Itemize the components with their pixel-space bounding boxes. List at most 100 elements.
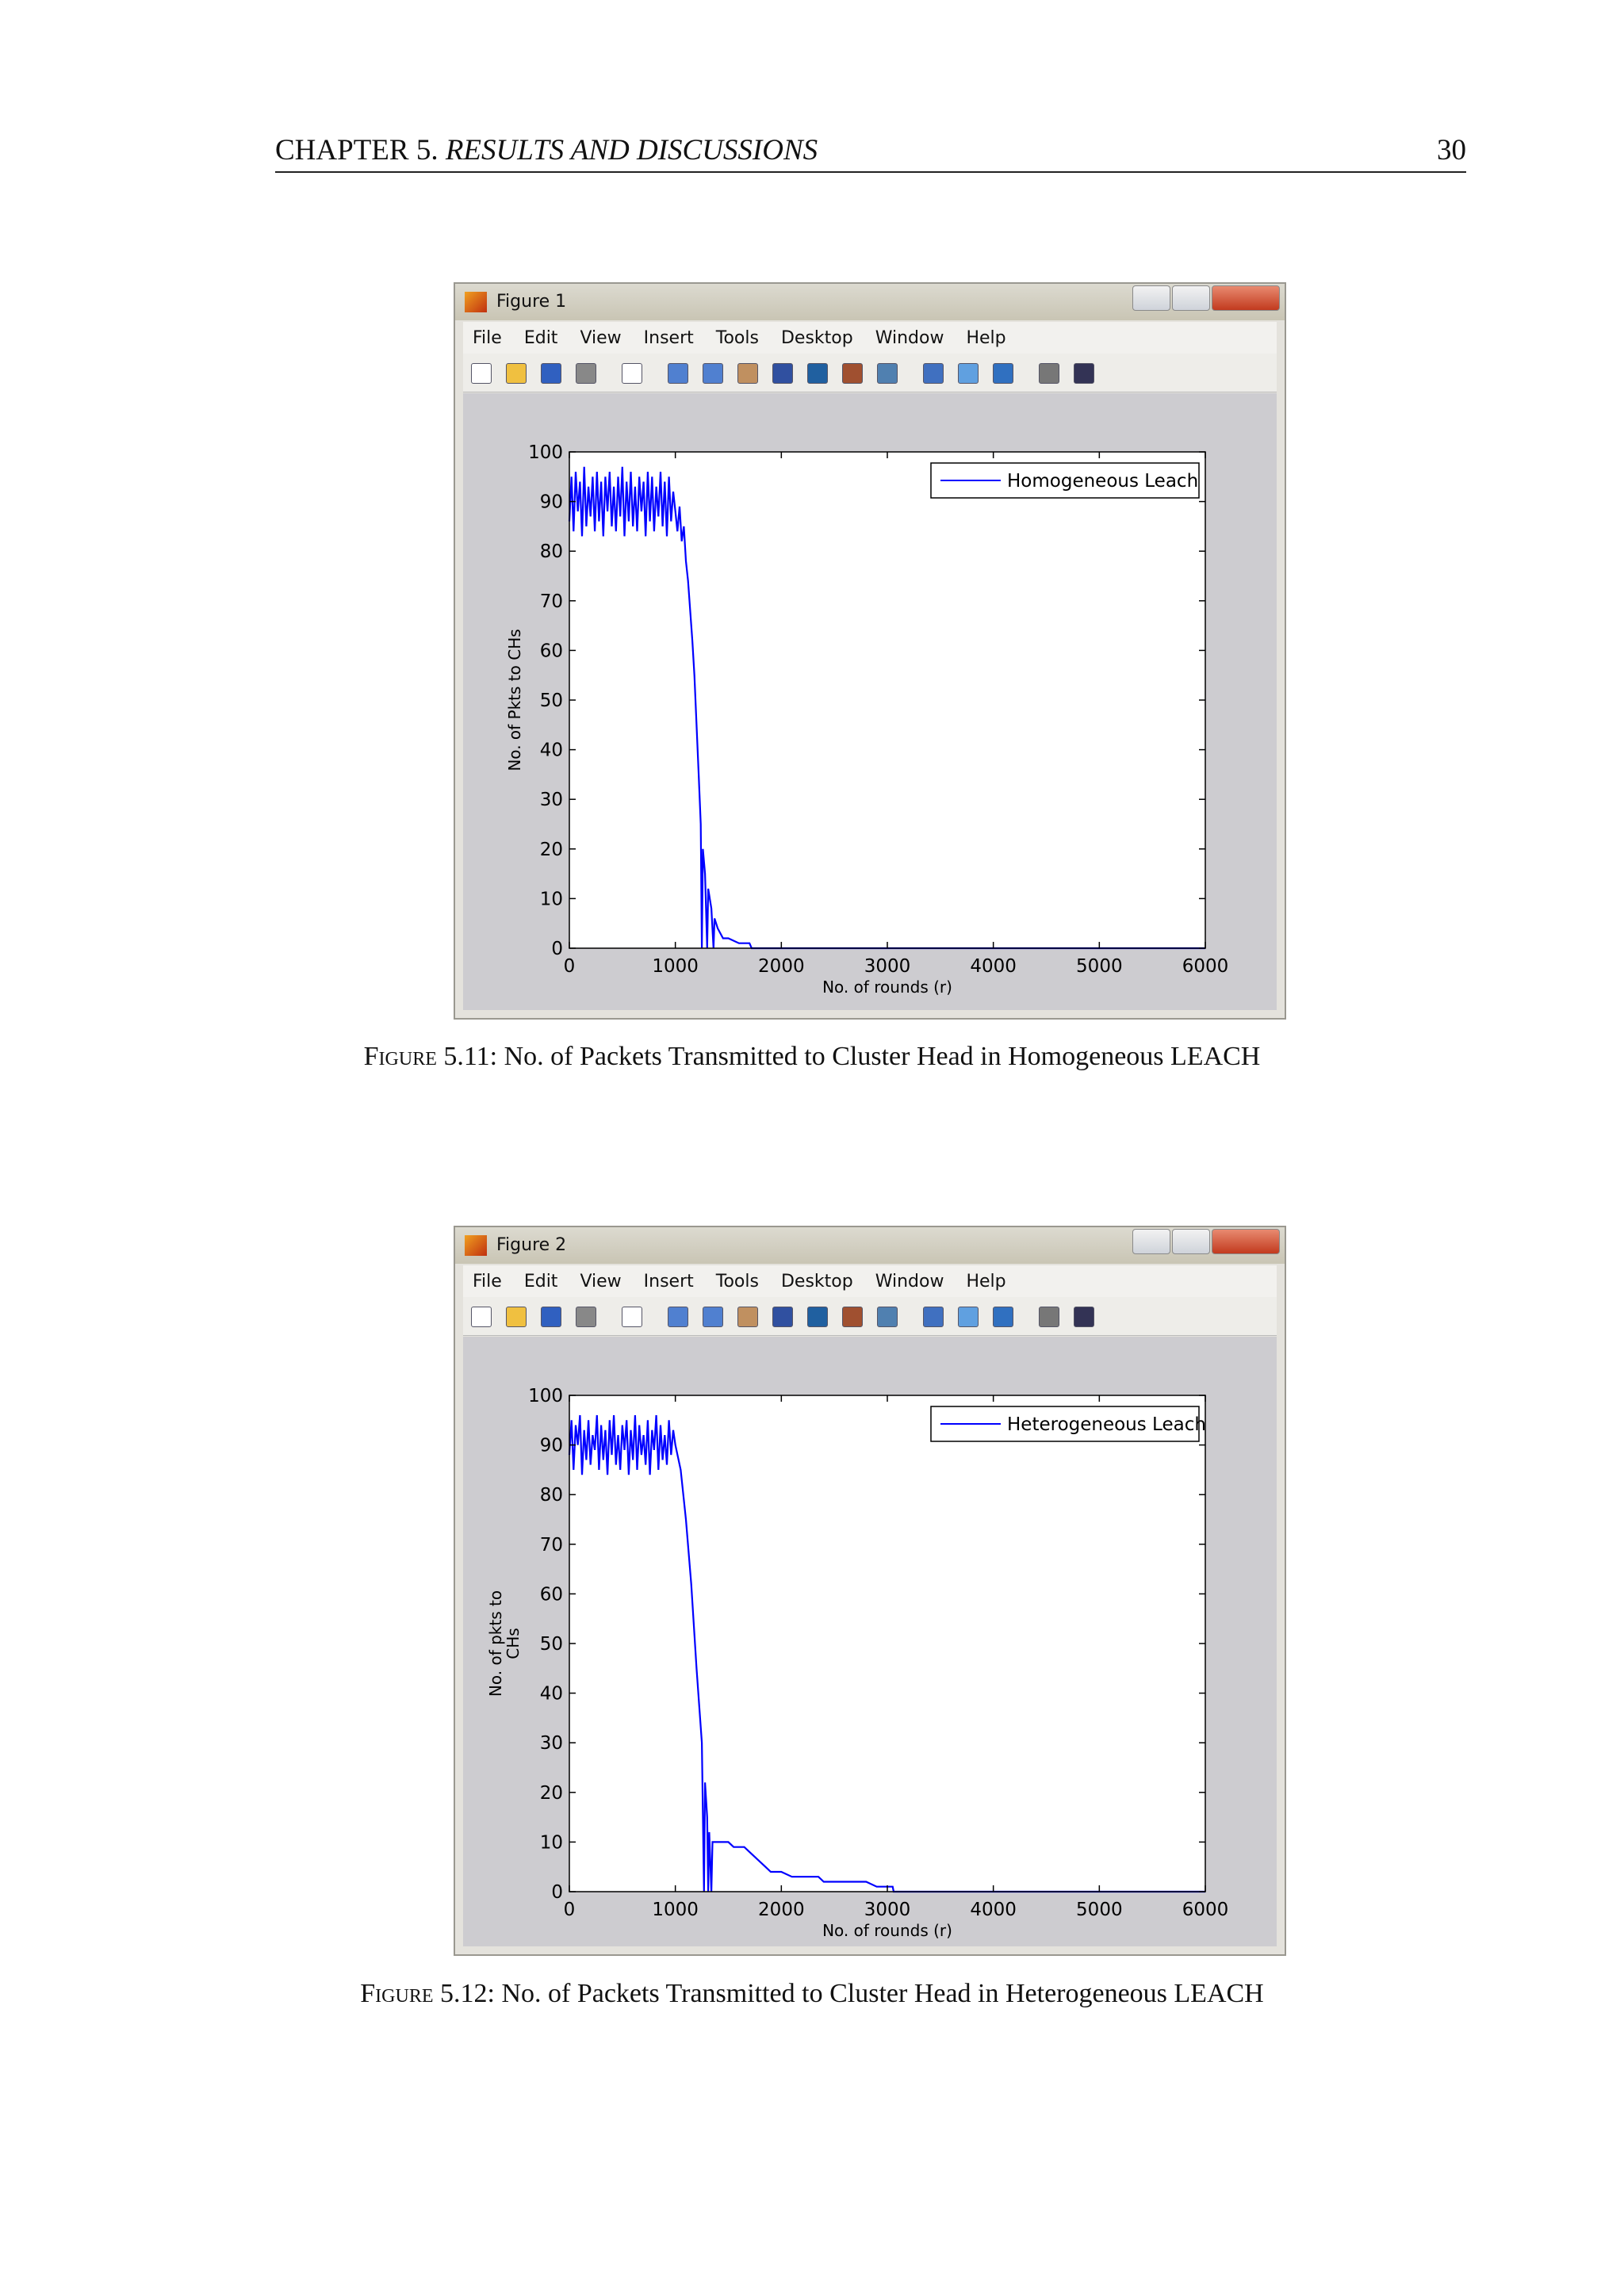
close-button[interactable]: [1212, 285, 1280, 311]
header-rule: [275, 171, 1466, 173]
x-tick-label: 1000: [652, 956, 699, 977]
tool-button[interactable]: [541, 1307, 561, 1327]
tool-button[interactable]: [471, 363, 492, 384]
tool-button[interactable]: [737, 1307, 758, 1327]
tool-button[interactable]: [506, 1307, 527, 1327]
tool-button[interactable]: [1074, 1307, 1094, 1327]
section: RESULTS AND DISCUSSIONS: [445, 134, 818, 166]
chapter: CHAPTER 5.: [275, 134, 439, 166]
menu-item[interactable]: Window: [875, 327, 944, 348]
tool-button[interactable]: [807, 1307, 828, 1327]
tool-button[interactable]: [622, 363, 642, 384]
y-tick-label: 90: [540, 492, 563, 513]
menu-item[interactable]: Window: [875, 1271, 944, 1292]
tool-button[interactable]: [877, 363, 898, 384]
chart: 0 1000 2000 3000 4000 5000 6000 0 10 20 30 40 50 60 70…: [486, 1386, 1228, 1940]
tool-button[interactable]: [622, 1307, 642, 1327]
x-axis-label: No. of rounds (r): [822, 1921, 952, 1940]
tool-button[interactable]: [668, 1307, 688, 1327]
maximize-button[interactable]: [1172, 1229, 1210, 1254]
x-tick-label: 1000: [652, 1900, 699, 1920]
tool-button[interactable]: [1039, 363, 1059, 384]
toolbar: [463, 1297, 1277, 1336]
tool-button[interactable]: [541, 363, 561, 384]
tool-button[interactable]: [923, 1307, 944, 1327]
menu-item[interactable]: File: [473, 1271, 502, 1292]
menu-item[interactable]: Help: [966, 327, 1006, 348]
tool-button[interactable]: [958, 363, 979, 384]
tool-button[interactable]: [576, 363, 596, 384]
x-tick-label: 4000: [970, 1900, 1017, 1920]
minimize-button[interactable]: [1132, 285, 1170, 311]
x-tick-label: 0: [564, 1900, 576, 1920]
x-tick-label: 5000: [1076, 956, 1123, 977]
tool-button[interactable]: [877, 1307, 898, 1327]
tool-button[interactable]: [1074, 363, 1094, 384]
tool-button[interactable]: [703, 1307, 723, 1327]
tool-button[interactable]: [993, 363, 1013, 384]
y-tick-label: 70: [540, 1535, 563, 1556]
tool-button[interactable]: [703, 363, 723, 384]
caption-label: Figure 5.12:: [360, 1979, 495, 2008]
tool-button[interactable]: [1039, 1307, 1059, 1327]
menu-item[interactable]: Insert: [643, 1271, 694, 1292]
tool-button[interactable]: [958, 1307, 979, 1327]
y-tick-label: 40: [540, 1684, 563, 1705]
menu-item[interactable]: Desktop: [780, 327, 853, 348]
menu-item[interactable]: Tools: [715, 1271, 759, 1292]
chart: 0 1000 2000 3000 4000 5000 6000 0 10 20 30 40 50 60 70…: [505, 442, 1228, 997]
y-tick-label: 10: [540, 1832, 563, 1853]
tool-button[interactable]: [807, 363, 828, 384]
menu-item[interactable]: Edit: [523, 1271, 558, 1292]
x-tick-label: 3000: [864, 956, 911, 977]
toolbar: [463, 354, 1277, 392]
maximize-button[interactable]: [1172, 285, 1210, 311]
caption: Figure 5.11: No. of Packets Transmitted …: [0, 1042, 1624, 1072]
y-tick-label: 100: [528, 1386, 563, 1406]
plot-area: [569, 1395, 1205, 1892]
data-line: [568, 1414, 1205, 1893]
y-axis-label: No. of pkts to: [486, 1590, 505, 1697]
menu-item[interactable]: Insert: [643, 327, 694, 348]
tool-button[interactable]: [471, 1307, 492, 1327]
menu-bar: File Edit View Insert Tools Desktop Window Help: [463, 1265, 1277, 1297]
menu-item[interactable]: Help: [966, 1271, 1006, 1292]
menu-item[interactable]: Desktop: [780, 1271, 853, 1292]
tool-button[interactable]: [576, 1307, 596, 1327]
tool-button[interactable]: [772, 1307, 793, 1327]
window-title: Figure 1: [496, 292, 567, 312]
running-header: CHAPTER 5. RESULTS AND DISCUSSIONS: [275, 133, 818, 167]
tool-button[interactable]: [993, 1307, 1013, 1327]
y-tick-label: 70: [540, 591, 563, 612]
y-tick-label: 80: [540, 541, 563, 562]
menu-item[interactable]: View: [580, 327, 622, 348]
y-tick-label: 30: [540, 790, 563, 810]
tool-button[interactable]: [842, 363, 863, 384]
y-tick-label: 0: [551, 1882, 563, 1903]
minimize-button[interactable]: [1132, 1229, 1170, 1254]
figure-window: Figure 2 File Edit View Insert Tools Desktop Wi…: [454, 1226, 1286, 1956]
y-tick-label: 80: [540, 1485, 563, 1506]
menu-item[interactable]: View: [580, 1271, 622, 1292]
x-axis-label: No. of rounds (r): [822, 978, 952, 997]
menu-item[interactable]: Tools: [715, 327, 759, 348]
y-tick-label: 90: [540, 1436, 563, 1456]
y-axis-label: No. of Pkts to CHs: [505, 629, 524, 771]
menu-item[interactable]: File: [473, 327, 502, 348]
plot-area: [569, 452, 1205, 948]
tool-button[interactable]: [668, 363, 688, 384]
x-tick-label: 5000: [1076, 1900, 1123, 1920]
tool-button[interactable]: [506, 363, 527, 384]
page-number: 30: [1437, 134, 1466, 166]
tool-button[interactable]: [772, 363, 793, 384]
y-tick-label: 30: [540, 1733, 563, 1754]
tool-button[interactable]: [923, 363, 944, 384]
tool-button[interactable]: [842, 1307, 863, 1327]
tool-button[interactable]: [737, 363, 758, 384]
title-bar: Figure 1: [455, 284, 1285, 320]
close-button[interactable]: [1212, 1229, 1280, 1254]
y-axis-label: CHs: [504, 1628, 523, 1659]
menu-item[interactable]: Edit: [523, 327, 558, 348]
window-buttons: [1132, 285, 1280, 311]
